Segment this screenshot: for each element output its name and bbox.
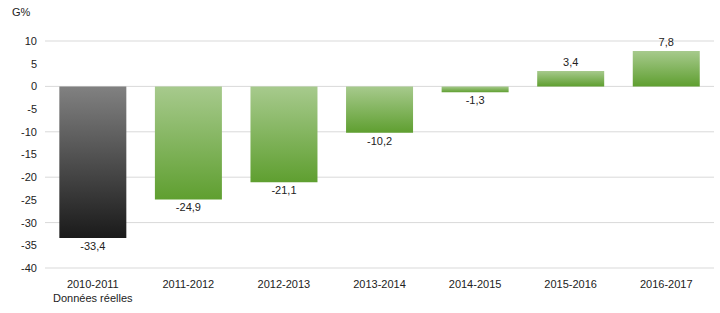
svg-text:-40: -40 [21, 262, 37, 274]
svg-text:-24,9: -24,9 [176, 201, 201, 213]
svg-text:-21,1: -21,1 [271, 184, 296, 196]
svg-text:2014-2015: 2014-2015 [449, 278, 502, 290]
svg-text:-15: -15 [21, 148, 37, 160]
svg-text:-10: -10 [21, 126, 37, 138]
svg-text:2010-2011Données réelles: 2010-2011Données réelles [53, 278, 133, 304]
svg-text:-30: -30 [21, 217, 37, 229]
svg-text:2016-2017: 2016-2017 [640, 278, 693, 290]
svg-text:0: 0 [31, 80, 37, 92]
svg-text:-10,2: -10,2 [367, 135, 392, 147]
svg-text:-33,4: -33,4 [80, 240, 105, 252]
svg-text:-1,3: -1,3 [466, 94, 485, 106]
svg-text:2013-2014: 2013-2014 [353, 278, 406, 290]
svg-text:2015-2016: 2015-2016 [544, 278, 597, 290]
svg-text:-20: -20 [21, 171, 37, 183]
html-text:G%: G% [12, 6, 31, 18]
svg-text:3,4: 3,4 [563, 56, 578, 68]
svg-text:2011-2012: 2011-2012 [162, 278, 214, 290]
svg-text:-25: -25 [21, 194, 37, 206]
svg-text:10: 10 [25, 35, 37, 47]
svg-text:-35: -35 [21, 239, 37, 251]
svg-text:2012-2013: 2012-2013 [258, 278, 311, 290]
svg-text:-5: -5 [27, 103, 37, 115]
svg-text:7,8: 7,8 [659, 36, 674, 48]
svg-text:5: 5 [31, 58, 37, 70]
